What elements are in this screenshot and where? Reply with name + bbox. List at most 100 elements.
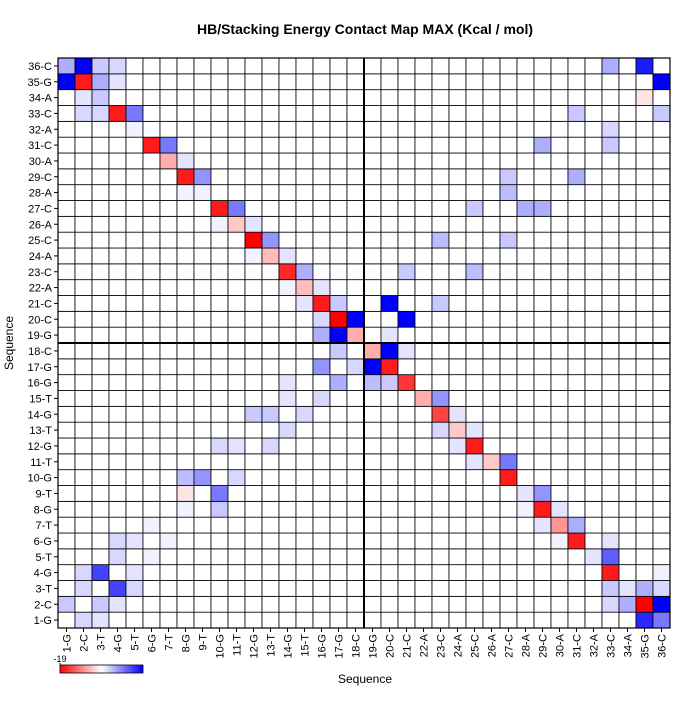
heat-cell [193,421,212,439]
heat-cell [397,548,416,566]
heat-cell [329,184,348,201]
x-tick-label: 2-C [79,634,91,652]
heat-cell [380,215,399,233]
heat-cell [329,595,348,613]
heat-cell [635,215,654,233]
heat-cell [176,57,195,75]
heat-cell [516,564,535,581]
heat-cell [363,200,382,217]
heat-cell [516,105,535,122]
heat-cell [550,358,569,376]
heat-cell [431,358,450,376]
heat-cell [91,516,110,534]
heat-cell [618,57,637,75]
heat-cell [499,120,518,138]
heat-cell [125,152,144,170]
heat-cell [397,215,416,233]
x-tick-label: 31-C [572,634,584,658]
x-tick-label: 36-C [657,634,669,658]
heat-cell [584,453,603,471]
heat-cell [482,532,501,550]
heat-cell [499,89,518,106]
heat-cell [584,532,603,550]
heat-cell [176,105,195,122]
heat-cell [210,358,229,376]
x-tick-label: 10-G [215,634,227,658]
heat-cell [618,279,637,296]
heat-cell [329,405,348,423]
heat-cell [635,548,654,566]
heat-cell [397,184,416,201]
heat-cell [618,215,637,233]
heat-cell [227,516,246,534]
heat-cell [652,184,671,201]
heat-cell [380,390,399,407]
heat-cell [278,73,297,91]
heat-cell [635,358,654,376]
heat-cell [584,342,603,360]
heat-cell [346,247,365,265]
heat-cell [295,374,314,391]
heat-cell [329,342,348,360]
heat-cell [482,342,501,360]
heat-cell [533,215,552,233]
heat-cell [193,184,212,201]
heat-cell [346,469,365,486]
heat-cell [91,580,110,597]
heat-cell [329,57,348,75]
heat-cell [74,611,93,629]
heat-cell [295,136,314,154]
x-tick-label: 29-C [538,634,550,658]
heat-cell [465,200,484,217]
heat-cell [533,580,552,597]
heat-cell [601,231,620,249]
heat-cell [261,485,280,502]
heat-cell [74,105,93,122]
heat-cell [278,390,297,407]
heat-cell [601,421,620,439]
heat-cell [210,105,229,122]
heat-cell [380,405,399,423]
heat-cell [312,405,331,423]
heat-cell [601,120,620,138]
heat-cell [618,231,637,249]
heat-cell [142,421,161,439]
y-tick-label: 5-T [36,552,53,564]
heat-cell [567,310,586,328]
heat-cell [142,405,161,423]
heat-cell [482,247,501,265]
heat-cell [482,168,501,186]
heat-cell [431,247,450,265]
heat-cell [176,263,195,281]
heat-cell [499,136,518,154]
heat-cell [414,295,433,312]
heat-cell [125,469,144,486]
y-tick-label: 21-C [28,298,52,310]
heat-cell [278,152,297,170]
heat-cell [567,215,586,233]
heat-cell [499,437,518,455]
heat-cell [91,168,110,186]
heat-cell [176,342,195,360]
heat-cell [533,73,552,91]
heat-cell [550,263,569,281]
heat-cell [465,295,484,312]
heat-cell [465,326,484,344]
heat-cell [397,437,416,455]
heat-cell [635,136,654,154]
heat-cell [210,500,229,518]
heat-cell [176,516,195,534]
heat-cell [550,326,569,344]
heat-cell [244,548,263,566]
heat-cell [312,168,331,186]
heat-cell [448,548,467,566]
heat-cell [550,184,569,201]
heat-cell [363,263,382,281]
heat-cell [346,73,365,91]
heat-cell [380,485,399,502]
heat-cell [278,595,297,613]
heat-cell [635,89,654,106]
heat-cell [567,326,586,344]
heat-cell [482,595,501,613]
heat-cell [584,247,603,265]
